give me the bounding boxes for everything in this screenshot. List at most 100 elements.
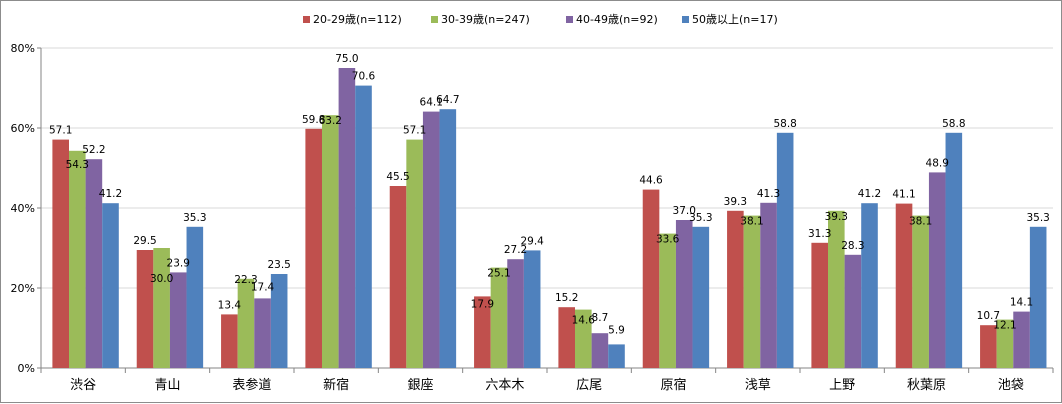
data-label: 22.3 (234, 274, 257, 286)
data-label: 28.3 (841, 240, 864, 252)
bar (322, 115, 339, 368)
data-label: 39.3 (724, 196, 747, 208)
bar (406, 139, 423, 368)
bar (928, 172, 946, 368)
bar (727, 210, 744, 368)
bar (844, 254, 862, 368)
data-label: 35.3 (1026, 212, 1049, 224)
data-label: 17.4 (251, 281, 275, 293)
legend-label: 50歳以上(n=17) (692, 13, 778, 26)
data-label: 54.3 (66, 159, 89, 171)
data-label: 57.1 (49, 125, 72, 137)
bar (523, 250, 541, 368)
data-label: 12.1 (993, 320, 1016, 332)
bar (861, 203, 878, 368)
y-tick-label: 80% (11, 42, 35, 55)
gridlines (41, 47, 1053, 289)
data-label: 35.3 (689, 212, 712, 224)
bar (490, 267, 508, 368)
data-label: 44.6 (639, 175, 663, 187)
data-label: 30.0 (150, 273, 173, 285)
x-tick-label: 表参道 (232, 377, 271, 393)
data-label: 41.2 (99, 188, 122, 200)
x-tick-label: 広尾 (576, 378, 602, 393)
data-label: 29.4 (520, 235, 544, 247)
bar (776, 132, 794, 368)
bar (85, 159, 103, 368)
data-label: 14.1 (1010, 297, 1033, 309)
y-tick-label: 40% (11, 202, 35, 215)
data-label: 48.9 (926, 157, 949, 169)
bar (422, 111, 440, 368)
bar (237, 278, 255, 368)
bar (186, 226, 204, 368)
data-label: 14.6 (572, 315, 596, 327)
data-label: 10.7 (977, 310, 1000, 322)
bar (828, 210, 845, 368)
x-tick-label: 六本木 (485, 378, 524, 393)
bar (102, 203, 119, 368)
bar (221, 314, 238, 368)
data-label: 31.3 (808, 228, 831, 240)
x-tick-label: 銀座 (407, 378, 433, 393)
x-tick-label: 浅草 (745, 378, 771, 393)
data-label: 39.3 (825, 211, 848, 223)
y-tick-label: 0% (18, 362, 35, 375)
data-label: 27.2 (504, 244, 527, 256)
data-label: 64.7 (436, 94, 459, 106)
x-tick-label: 新宿 (323, 377, 349, 393)
data-label: 41.2 (858, 188, 881, 200)
bar (558, 307, 575, 368)
data-label: 58.8 (773, 118, 796, 130)
bar (153, 248, 170, 368)
bar (439, 109, 457, 368)
y-tick-label: 60% (11, 122, 35, 135)
data-label: 37.0 (673, 205, 696, 217)
y-tick-label: 20% (11, 282, 35, 295)
data-labels: 57.1 29.5 13.4 59.8 45.5 17.9 15.2 44.6 39.3 31.3… (49, 53, 1050, 336)
data-label: 38.1 (909, 216, 932, 228)
bar (389, 186, 407, 368)
bar (136, 250, 154, 368)
data-label: 58.8 (942, 118, 965, 130)
legend-swatch (682, 16, 689, 23)
data-label: 13.4 (218, 299, 242, 311)
bar (1013, 311, 1030, 368)
bar (254, 298, 271, 368)
legend-label: 20-29歳(n=112) (313, 13, 402, 26)
x-tick-label: 青山 (154, 378, 180, 393)
legend-label: 30-39歳(n=247) (441, 13, 530, 26)
bar (1029, 226, 1047, 368)
x-tick-label: 秋葉原 (907, 378, 946, 393)
data-label: 52.2 (82, 144, 105, 156)
data-label: 45.5 (386, 171, 409, 183)
bar (305, 128, 322, 368)
axes: 0% 20% 40% 60% 80% 渋谷 青山 表参道 新宿 銀座 六本木 広尾 原宿 浅草 上野 秋葉原 池… (11, 42, 1054, 393)
data-label: 35.3 (183, 212, 206, 224)
bar (507, 259, 524, 368)
bar (591, 333, 609, 368)
data-label: 15.2 (555, 292, 578, 304)
data-label: 75.0 (335, 53, 358, 65)
bar (474, 296, 491, 368)
data-label: 8.7 (592, 312, 609, 324)
legend-label: 40-49歳(n=92) (576, 13, 658, 26)
bar (575, 309, 592, 368)
data-label: 41.3 (757, 188, 780, 200)
data-label: 23.5 (267, 259, 290, 271)
bar (743, 215, 761, 368)
data-label: 70.6 (352, 71, 376, 83)
bar (52, 139, 69, 368)
x-tick-label: 原宿 (660, 377, 686, 393)
bar (945, 132, 963, 368)
data-label: 57.1 (403, 125, 426, 137)
bar (996, 319, 1014, 368)
data-label: 25.1 (487, 268, 510, 280)
bars (52, 68, 1047, 368)
bar (642, 189, 660, 368)
bar (692, 226, 710, 368)
bar (355, 85, 372, 368)
bar (69, 150, 86, 368)
x-tick-label: 渋谷 (70, 378, 96, 393)
data-label: 38.1 (740, 216, 763, 228)
